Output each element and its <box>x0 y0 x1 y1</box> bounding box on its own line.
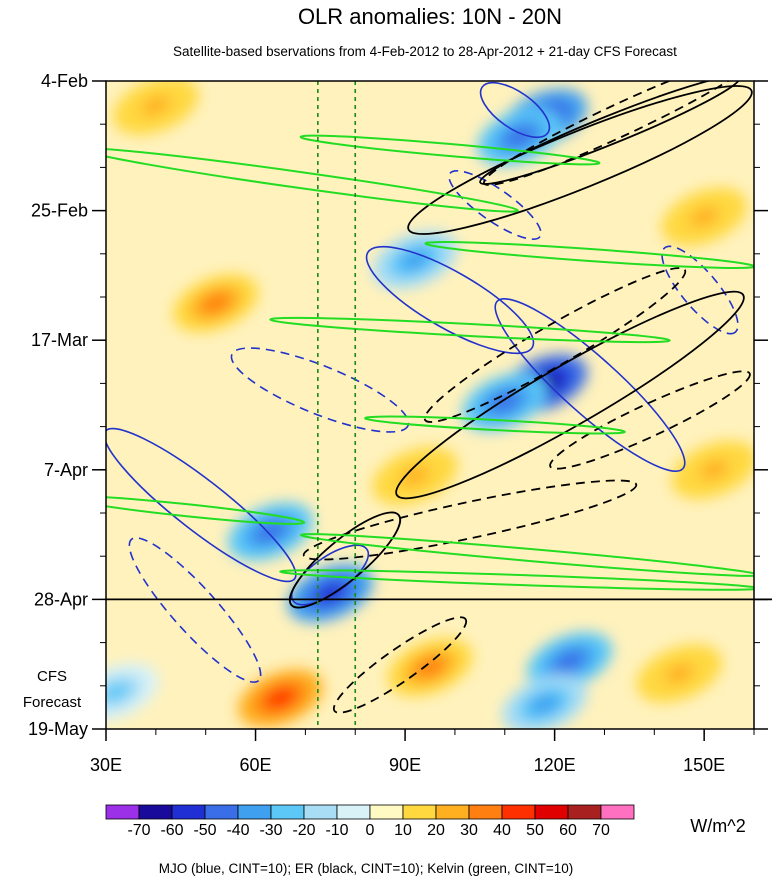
x-axis: 30E 60E 90E 120E 150E <box>90 729 755 775</box>
colorbar-swatch <box>567 804 602 820</box>
colorbar-swatch <box>105 804 140 820</box>
wave-contour <box>479 81 741 185</box>
colorbar-label: -40 <box>226 822 249 839</box>
y-tick-label: 25-Feb <box>31 201 88 221</box>
wave-contours <box>106 81 754 714</box>
colorbar-label: 0 <box>366 822 375 839</box>
colorbar-swatch <box>270 804 305 820</box>
colorbar-label: 30 <box>460 822 478 839</box>
wave-contour <box>128 537 262 683</box>
colorbar-swatch <box>204 804 239 820</box>
colorbar-label: -30 <box>259 822 282 839</box>
anomaly-region <box>315 583 345 604</box>
colorbar-label: 60 <box>559 822 577 839</box>
colorbar-swatch <box>534 804 569 820</box>
wave-contour <box>299 533 754 577</box>
anomaly-region <box>415 657 445 678</box>
colorbar: -70 -60 -50 -40 -30 -20 -10 0 10 20 30 40 50 60 70 <box>105 804 635 839</box>
wave-contour <box>423 267 687 423</box>
wave-contour <box>106 147 519 213</box>
colorbar-swatch <box>138 804 173 820</box>
anomaly-region <box>699 459 729 480</box>
colorbar-swatch <box>402 804 437 820</box>
wave-contour <box>479 81 551 139</box>
colorbar-label: 40 <box>493 822 511 839</box>
anomaly-region <box>505 126 535 147</box>
plot-frame <box>105 80 755 730</box>
colorbar-swatch <box>501 804 536 820</box>
anomaly-region <box>664 663 694 684</box>
wave-contour <box>365 245 535 355</box>
colorbar-swatch <box>369 804 404 820</box>
forecast-label-line-1: CFS <box>37 668 67 685</box>
anomaly-region <box>400 465 430 486</box>
wave-contour <box>494 298 686 472</box>
wave-contour <box>407 85 753 235</box>
colorbar-swatch <box>435 804 470 820</box>
footer-legend: MJO (blue, CINT=10); ER (black, CINT=10)… <box>159 861 574 876</box>
reference-lines <box>317 81 357 729</box>
anomaly-region <box>529 694 560 715</box>
wave-contour <box>482 81 754 186</box>
anomaly-region <box>201 293 231 314</box>
y-tick-label: 28-Apr <box>34 589 88 609</box>
wave-contour <box>661 245 739 335</box>
colorbar-swatch <box>468 804 503 820</box>
wave-contour <box>106 427 297 583</box>
wave-contour <box>549 370 751 470</box>
colorbar-swatch <box>303 804 338 820</box>
colorbar-label: -60 <box>160 822 183 839</box>
colorbar-label: 20 <box>427 822 445 839</box>
x-tick-label: 150E <box>683 755 725 775</box>
wave-contour <box>106 495 306 525</box>
x-tick-label: 90E <box>389 755 421 775</box>
wave-contour <box>302 479 638 561</box>
colorbar-swatch <box>237 804 272 820</box>
plot-background <box>106 81 754 729</box>
wave-contour <box>364 415 626 435</box>
wave-contour <box>279 569 754 591</box>
anomaly-region <box>106 681 131 702</box>
y-tick-label: 19-May <box>28 719 88 739</box>
anomaly-region <box>554 651 585 672</box>
colorbar-label: -10 <box>325 822 348 839</box>
x-tick-label: 120E <box>534 755 576 775</box>
wave-contour <box>299 134 601 166</box>
x-tick-label: 30E <box>90 755 122 775</box>
y-tick-label: 17-Mar <box>31 330 88 350</box>
y-tick-label: 7-Apr <box>44 460 88 480</box>
anomaly-region <box>490 391 520 412</box>
wave-contour <box>230 347 410 433</box>
colorbar-label: -70 <box>127 822 150 839</box>
plot-area <box>106 81 754 729</box>
chart-title: OLR anomalies: 10N - 20N <box>298 4 562 29</box>
colorbar-label: 70 <box>592 822 610 839</box>
colorbar-label: 10 <box>394 822 412 839</box>
chart-subtitle: Satellite-based bservations from 4-Feb-2… <box>173 44 677 59</box>
wave-contour <box>288 511 402 609</box>
y-tick-label: 4-Feb <box>41 71 88 91</box>
anomaly-region <box>689 206 719 227</box>
colorbar-swatch <box>171 804 206 820</box>
colorbar-swatch <box>336 804 371 820</box>
y-axis: 4-Feb 25-Feb 17-Mar 7-Apr 28-Apr 19-May <box>28 71 768 739</box>
colorbar-label: -20 <box>292 822 315 839</box>
wave-contour <box>448 170 542 240</box>
wave-contour <box>269 316 671 344</box>
forecast-label-line-2: Forecast <box>23 694 82 711</box>
anomaly-region <box>265 688 296 709</box>
colorbar-label: -50 <box>193 822 216 839</box>
colorbar-label: 50 <box>526 822 544 839</box>
colorbar-swatch <box>600 804 635 820</box>
wave-contour <box>424 241 754 269</box>
anomaly-fill <box>106 81 754 729</box>
wave-contour <box>332 616 468 714</box>
x-tick-label: 60E <box>240 755 272 775</box>
colorbar-unit: W/m^2 <box>690 816 745 836</box>
anomaly-region <box>141 95 171 116</box>
